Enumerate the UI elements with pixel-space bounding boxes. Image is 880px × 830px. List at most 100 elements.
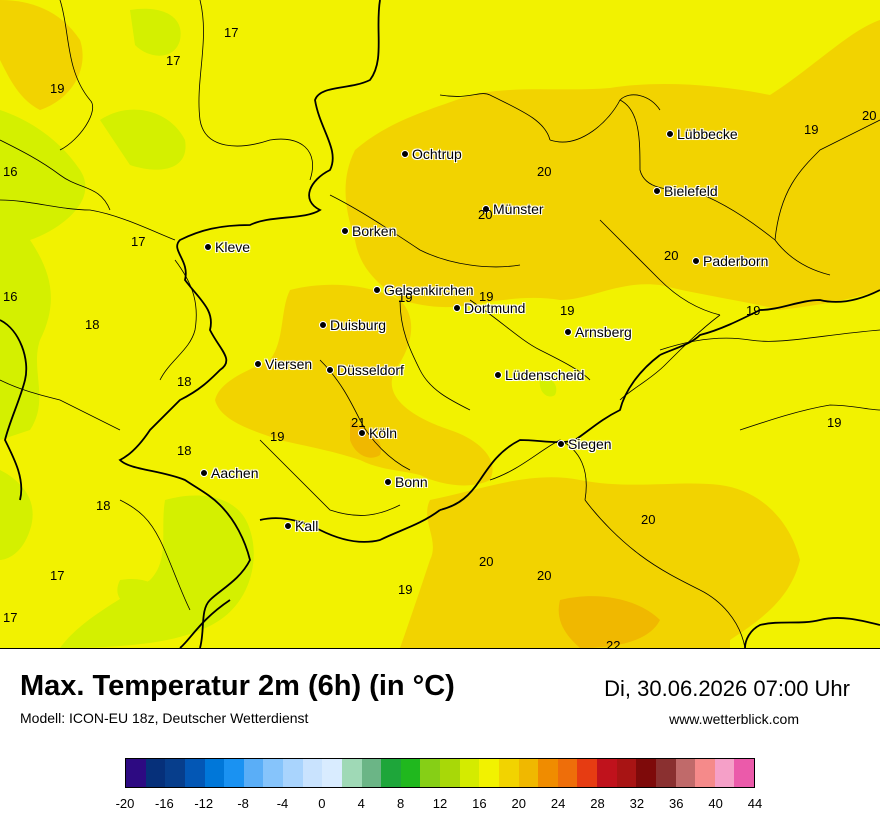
- temp-value: 17: [166, 53, 181, 68]
- temp-value: 16: [3, 289, 18, 304]
- scale-swatch: [145, 759, 166, 787]
- scale-swatch: [243, 759, 264, 787]
- temp-zone-20-22-south: [400, 477, 800, 648]
- city-dot: [564, 328, 572, 337]
- temp-value: 19: [398, 290, 413, 305]
- city-dot: [319, 321, 327, 330]
- scale-tick-label: 20: [511, 796, 526, 811]
- temp-zone-20-22-northwest: [0, 0, 83, 110]
- city-dot: [326, 366, 334, 375]
- temp-zone-20-22-north: [345, 20, 880, 310]
- scale-tick-label: 28: [590, 796, 605, 811]
- temp-value: 19: [50, 81, 65, 96]
- forecast-datetime: Di, 30.06.2026 07:00 Uhr: [604, 676, 850, 701]
- temp-value: 20: [479, 554, 494, 569]
- temp-value: 20: [478, 207, 493, 222]
- scale-swatch: [498, 759, 519, 787]
- scale-swatch: [597, 759, 617, 787]
- temp-zone-16-18-sauerland: [539, 378, 557, 397]
- city-dot: [557, 440, 565, 449]
- city-dot: [653, 187, 661, 196]
- scale-swatch: [440, 759, 460, 787]
- scale-swatch: [616, 759, 637, 787]
- city-dot: [341, 227, 349, 236]
- temp-value: 17: [3, 610, 18, 625]
- scale-swatch: [204, 759, 225, 787]
- temp-value: 19: [560, 303, 575, 318]
- scale-tick-label: 24: [550, 796, 566, 811]
- scale-tick-label: 8: [397, 796, 405, 811]
- scale-swatch: [361, 759, 382, 787]
- scale-tick-label: 44: [747, 796, 763, 811]
- scale-tick-label: -20: [115, 796, 135, 811]
- temp-value: 19: [827, 415, 842, 430]
- city-borken: Borken: [341, 223, 396, 239]
- city-dot: [666, 130, 674, 139]
- city-dortmund: Dortmund: [453, 300, 525, 316]
- scale-swatch: [283, 759, 303, 787]
- temp-value: 19: [479, 289, 494, 304]
- scale-swatch: [126, 759, 146, 787]
- scale-tick-label: -16: [154, 796, 174, 811]
- city-arnsberg: Arnsberg: [564, 324, 632, 340]
- city-dot: [482, 205, 490, 214]
- state-borders: [0, 0, 880, 648]
- scale-swatch: [714, 759, 735, 787]
- city-kall: Kall: [284, 518, 318, 534]
- city-kleve: Kleve: [204, 239, 250, 255]
- scale-swatch: [655, 759, 676, 787]
- map-title: Max. Temperatur 2m (6h) (in °C): [20, 670, 455, 702]
- city-dot: [401, 150, 409, 159]
- city-bielefeld: Bielefeld: [653, 183, 718, 199]
- scale-swatch: [577, 759, 597, 787]
- city-dot: [254, 360, 262, 369]
- scale-tick-label: 12: [432, 796, 448, 811]
- scale-tick-label: 36: [669, 796, 684, 811]
- temp-value: 21: [351, 415, 366, 430]
- scale-swatch: [400, 759, 421, 787]
- scale-swatch: [165, 759, 185, 787]
- temp-zone-16-18-west: [0, 110, 86, 440]
- scale-swatch: [459, 759, 480, 787]
- scale-tick-label: -12: [194, 796, 214, 811]
- temp-value: 16: [3, 164, 18, 179]
- scale-swatch: [479, 759, 499, 787]
- color-scale-ticks: -20 -16 -12 -8 -4 0 4 8 12 16 20 24 28 32 36 40 44: [0, 796, 880, 814]
- city-dot: [692, 257, 700, 266]
- temp-value: 20: [664, 248, 679, 263]
- temp-value: 20: [537, 164, 552, 179]
- scale-swatch: [636, 759, 656, 787]
- city-gelsenkirchen: Gelsenkirchen: [373, 282, 474, 298]
- city-luedenscheid: Lüdenscheid: [494, 367, 584, 383]
- temp-zone-16-18-south: [117, 579, 159, 608]
- website-label: www.wetterblick.com: [669, 711, 799, 727]
- temp-value: 20: [862, 108, 877, 123]
- temp-zone-16-18-north: [130, 8, 181, 56]
- temp-value: 17: [50, 568, 65, 583]
- scale-tick-label: -4: [276, 796, 289, 811]
- city-luebbecke: Lübbecke: [666, 126, 738, 142]
- temp-value: 18: [85, 317, 100, 332]
- scale-swatch: [695, 759, 715, 787]
- district-borders: [0, 0, 880, 648]
- temp-zone-22-24-south: [558, 596, 660, 648]
- scale-swatch: [538, 759, 558, 787]
- temp-value: 17: [224, 25, 239, 40]
- city-dot: [200, 469, 208, 478]
- scale-swatch: [224, 759, 244, 787]
- scale-swatch: [341, 759, 362, 787]
- temp-value: 18: [177, 443, 192, 458]
- scale-swatch: [734, 759, 754, 787]
- temp-zone-16-18-southwest2: [0, 470, 33, 560]
- city-dot: [284, 522, 292, 531]
- color-scale: [125, 758, 755, 788]
- scale-swatch: [302, 759, 323, 787]
- scale-swatch: [557, 759, 578, 787]
- scale-swatch: [420, 759, 440, 787]
- city-dot: [358, 429, 366, 438]
- temp-value: 18: [96, 498, 111, 513]
- scale-tick-label: 4: [357, 796, 365, 811]
- scale-swatch: [381, 759, 401, 787]
- scale-swatch: [184, 759, 205, 787]
- temp-zone-20-22-rhine: [215, 284, 493, 486]
